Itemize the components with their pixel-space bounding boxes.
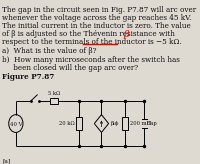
Text: respect to the terminals of the inductor is −5 kΩ.: respect to the terminals of the inductor…: [2, 38, 182, 46]
Text: b)  How many microseconds after the switch has: b) How many microseconds after the switc…: [2, 56, 180, 64]
Text: 5 kΩ: 5 kΩ: [48, 91, 60, 96]
Text: been closed will the gap arc over?: been closed will the gap arc over?: [2, 64, 139, 72]
Text: a)  What is the value of β?: a) What is the value of β?: [2, 47, 97, 55]
Text: βiϕ: βiϕ: [110, 121, 119, 126]
Text: The initial current in the inductor is zero. The value: The initial current in the inductor is z…: [2, 22, 191, 30]
Text: 20 kΩ: 20 kΩ: [59, 121, 75, 126]
Text: Figure P7.87: Figure P7.87: [2, 73, 55, 81]
Text: The gap in the circuit seen in Fig. P7.87 will arc over: The gap in the circuit seen in Fig. P7.8…: [2, 6, 197, 14]
Bar: [50, 98, 58, 104]
Text: β: β: [123, 30, 129, 39]
Text: of β is adjusted so the Thévenin resistance with: of β is adjusted so the Thévenin resista…: [2, 30, 175, 38]
Text: whenever the voltage across the gap reaches 45 kV.: whenever the voltage across the gap reac…: [2, 14, 192, 22]
Text: Gap: Gap: [147, 121, 157, 126]
Text: 40 V: 40 V: [10, 122, 22, 127]
Text: 200 mH: 200 mH: [130, 121, 151, 126]
Bar: [122, 117, 128, 130]
Bar: [76, 117, 82, 130]
Text: [a]: [a]: [2, 158, 11, 163]
